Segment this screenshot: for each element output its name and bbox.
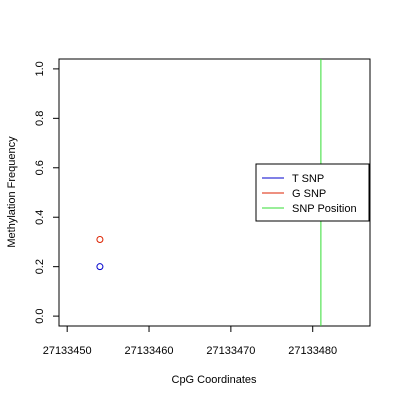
y-axis-label: Methylation Frequency: [6, 136, 18, 248]
x-tick-label: 27133450: [43, 345, 92, 357]
x-axis: 27133450 27133460 27133470 27133480: [43, 326, 337, 357]
y-tick-label: 0.8: [34, 111, 46, 126]
legend-label-g-snp: G SNP: [292, 188, 326, 200]
x-tick-label: 27133480: [288, 345, 337, 357]
y-tick-label: 0.6: [34, 160, 46, 175]
legend-label-t-snp: T SNP: [292, 173, 324, 185]
x-axis-label: CpG Coordinates: [172, 374, 257, 386]
x-tick-label: 27133460: [125, 345, 174, 357]
legend-label-snp-position: SNP Position: [292, 203, 357, 215]
y-tick-label: 0.2: [34, 259, 46, 274]
t-snp-point: [96, 263, 104, 271]
y-tick-label: 0.4: [34, 210, 46, 225]
y-tick-label: 0.0: [34, 308, 46, 323]
y-tick-label: 1.0: [34, 61, 46, 76]
g-snp-point: [96, 235, 104, 243]
plot-frame: [58, 58, 371, 327]
x-tick-label: 27133470: [206, 345, 255, 357]
y-axis: 0.0 0.2 0.4 0.6 0.8 1.0: [34, 61, 59, 324]
legend: T SNP G SNP SNP Position: [255, 163, 370, 222]
